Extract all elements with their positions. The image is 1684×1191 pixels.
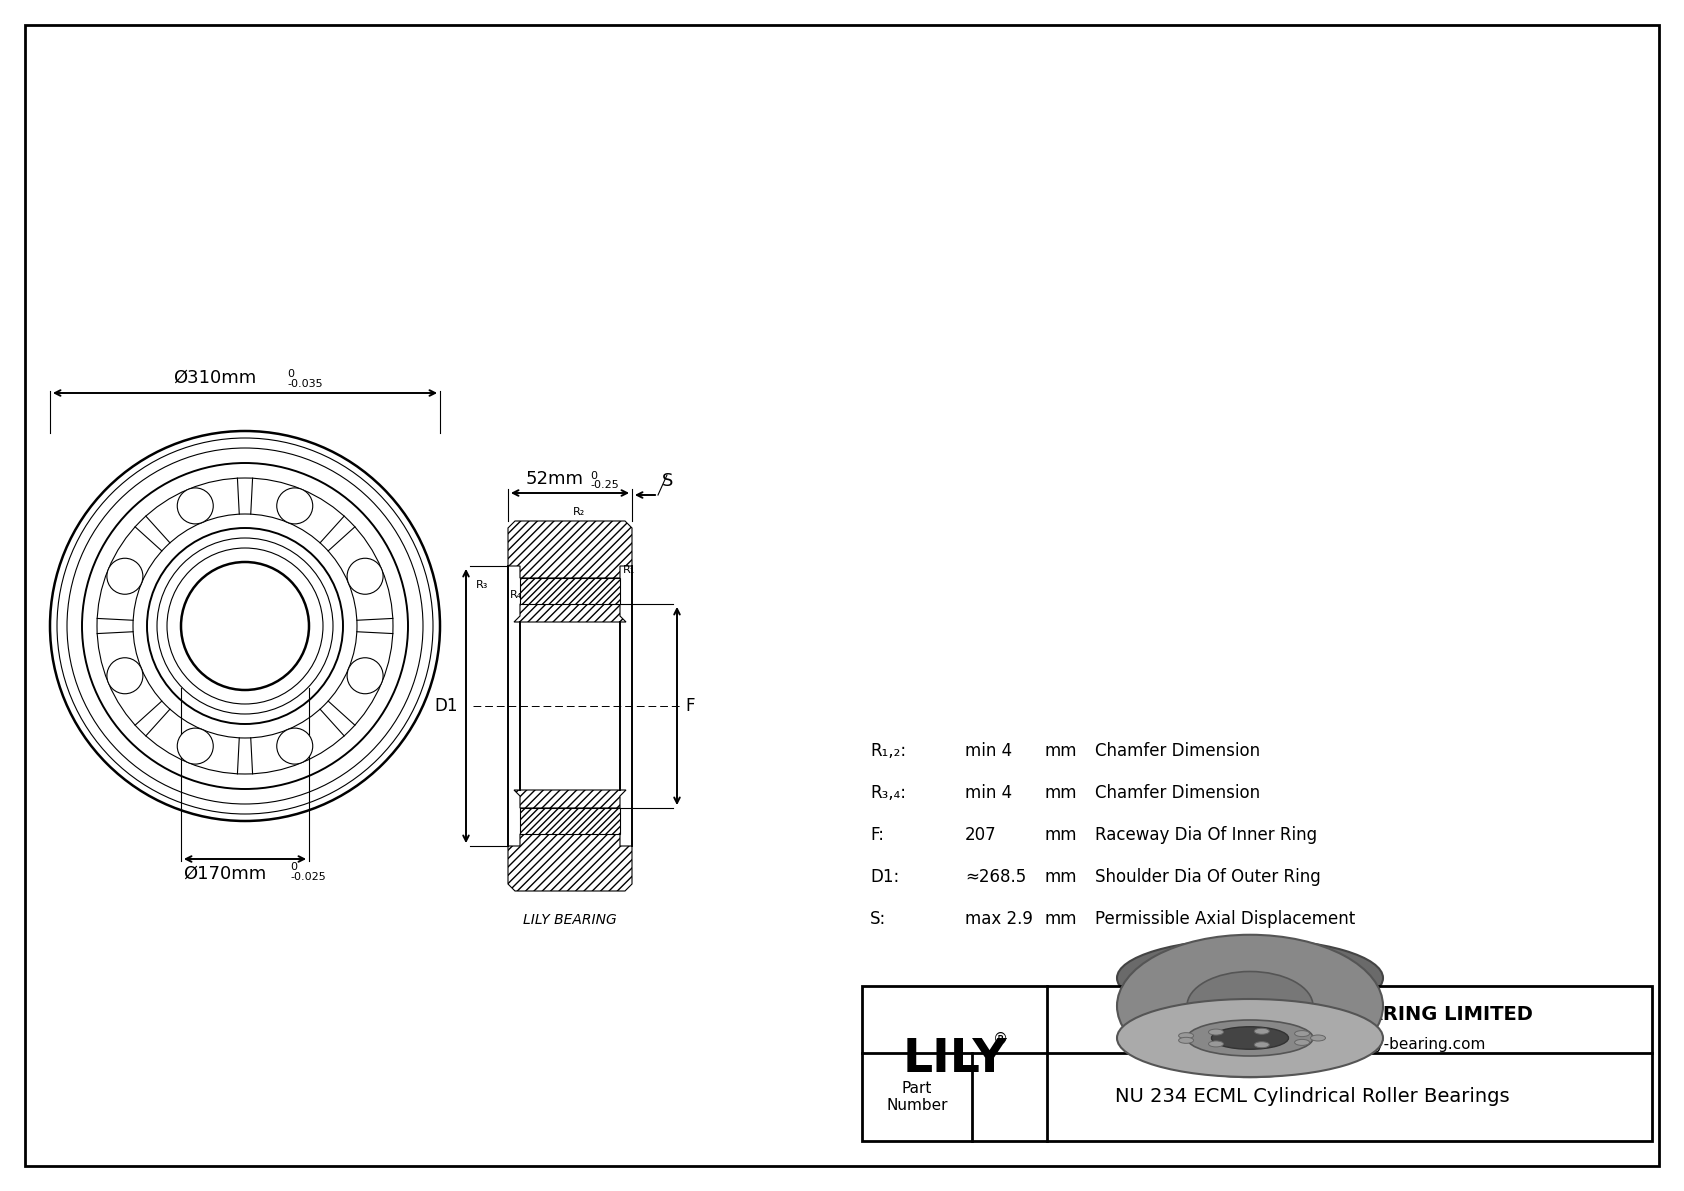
Text: F: F	[685, 697, 694, 715]
Text: R₁,₂:: R₁,₂:	[871, 742, 906, 760]
Text: R₁: R₁	[623, 565, 635, 575]
Polygon shape	[514, 604, 626, 622]
Circle shape	[276, 728, 313, 765]
Text: -0.025: -0.025	[290, 872, 325, 883]
Ellipse shape	[1255, 1042, 1270, 1048]
Text: mm: mm	[1046, 784, 1078, 802]
Ellipse shape	[1116, 999, 1383, 1077]
Ellipse shape	[1211, 1027, 1288, 1049]
Text: F:: F:	[871, 827, 884, 844]
Text: 0: 0	[290, 862, 296, 872]
Polygon shape	[514, 790, 626, 807]
Ellipse shape	[1295, 1040, 1310, 1046]
Circle shape	[106, 559, 143, 594]
Circle shape	[106, 657, 143, 693]
Ellipse shape	[1197, 964, 1302, 993]
Text: Shoulder Dia Of Outer Ring: Shoulder Dia Of Outer Ring	[1095, 868, 1320, 886]
Text: 207: 207	[965, 827, 997, 844]
Text: Part
Number: Part Number	[886, 1080, 948, 1114]
Text: ®: ®	[994, 1031, 1009, 1047]
Ellipse shape	[1295, 1030, 1310, 1036]
Ellipse shape	[1209, 1029, 1224, 1035]
Text: max 2.9: max 2.9	[965, 910, 1032, 928]
Ellipse shape	[1310, 1035, 1325, 1041]
Text: ≈268.5: ≈268.5	[965, 868, 1026, 886]
Text: NU 234 ECML Cylindrical Roller Bearings: NU 234 ECML Cylindrical Roller Bearings	[1115, 1087, 1509, 1106]
Polygon shape	[509, 520, 632, 578]
Text: 0: 0	[286, 369, 295, 379]
Text: mm: mm	[1046, 910, 1078, 928]
Ellipse shape	[1116, 939, 1383, 1017]
Text: mm: mm	[1046, 868, 1078, 886]
Ellipse shape	[1187, 972, 1314, 1041]
Text: Email: lilybearing@lily-bearing.com: Email: lilybearing@lily-bearing.com	[1214, 1036, 1485, 1052]
Polygon shape	[520, 807, 620, 834]
Text: Raceway Dia Of Inner Ring: Raceway Dia Of Inner Ring	[1095, 827, 1317, 844]
Text: Chamfer Dimension: Chamfer Dimension	[1095, 742, 1260, 760]
Text: D1:: D1:	[871, 868, 899, 886]
Text: R₃,₄:: R₃,₄:	[871, 784, 906, 802]
Text: LILY: LILY	[903, 1037, 1007, 1081]
Text: R₃: R₃	[475, 580, 488, 590]
Text: S: S	[662, 472, 674, 490]
Ellipse shape	[1116, 935, 1383, 1077]
Text: Ø170mm: Ø170mm	[184, 865, 266, 883]
Ellipse shape	[1179, 1037, 1194, 1043]
Text: min 4: min 4	[965, 784, 1012, 802]
Text: R₄: R₄	[510, 590, 522, 600]
Text: S:: S:	[871, 910, 886, 928]
Text: Chamfer Dimension: Chamfer Dimension	[1095, 784, 1260, 802]
Text: min 4: min 4	[965, 742, 1012, 760]
Circle shape	[347, 657, 382, 693]
Text: Ø310mm: Ø310mm	[173, 369, 256, 387]
Circle shape	[347, 559, 382, 594]
Ellipse shape	[1209, 1041, 1224, 1047]
Text: 0: 0	[589, 470, 598, 481]
Text: R₂: R₂	[573, 507, 586, 517]
Ellipse shape	[1255, 1028, 1270, 1034]
Circle shape	[177, 488, 214, 524]
Text: -0.035: -0.035	[286, 379, 323, 389]
Text: 52mm: 52mm	[525, 470, 584, 488]
Text: mm: mm	[1046, 827, 1078, 844]
Text: -0.25: -0.25	[589, 480, 618, 490]
Text: D1: D1	[434, 697, 458, 715]
Text: mm: mm	[1046, 742, 1078, 760]
Text: LILY BEARING: LILY BEARING	[524, 913, 616, 927]
Ellipse shape	[1179, 1033, 1194, 1039]
Ellipse shape	[1187, 1019, 1314, 1056]
Text: Permissible Axial Displacement: Permissible Axial Displacement	[1095, 910, 1356, 928]
Text: SHANGHAI LILY BEARING LIMITED: SHANGHAI LILY BEARING LIMITED	[1167, 1004, 1532, 1023]
Circle shape	[177, 728, 214, 765]
Circle shape	[276, 488, 313, 524]
Polygon shape	[520, 578, 620, 604]
Polygon shape	[509, 834, 632, 891]
